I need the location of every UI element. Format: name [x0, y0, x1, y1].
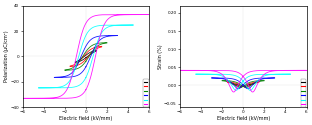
Legend: , , , , , : , , , , , — [144, 79, 149, 107]
X-axis label: Electric field (kV/mm): Electric field (kV/mm) — [217, 116, 270, 121]
Y-axis label: Polarization (μC/cm²): Polarization (μC/cm²) — [4, 31, 9, 82]
Y-axis label: Strain (%): Strain (%) — [158, 44, 163, 69]
X-axis label: Electric field (kV/mm): Electric field (kV/mm) — [59, 116, 113, 121]
Legend: , , , , , : , , , , , — [301, 79, 306, 107]
